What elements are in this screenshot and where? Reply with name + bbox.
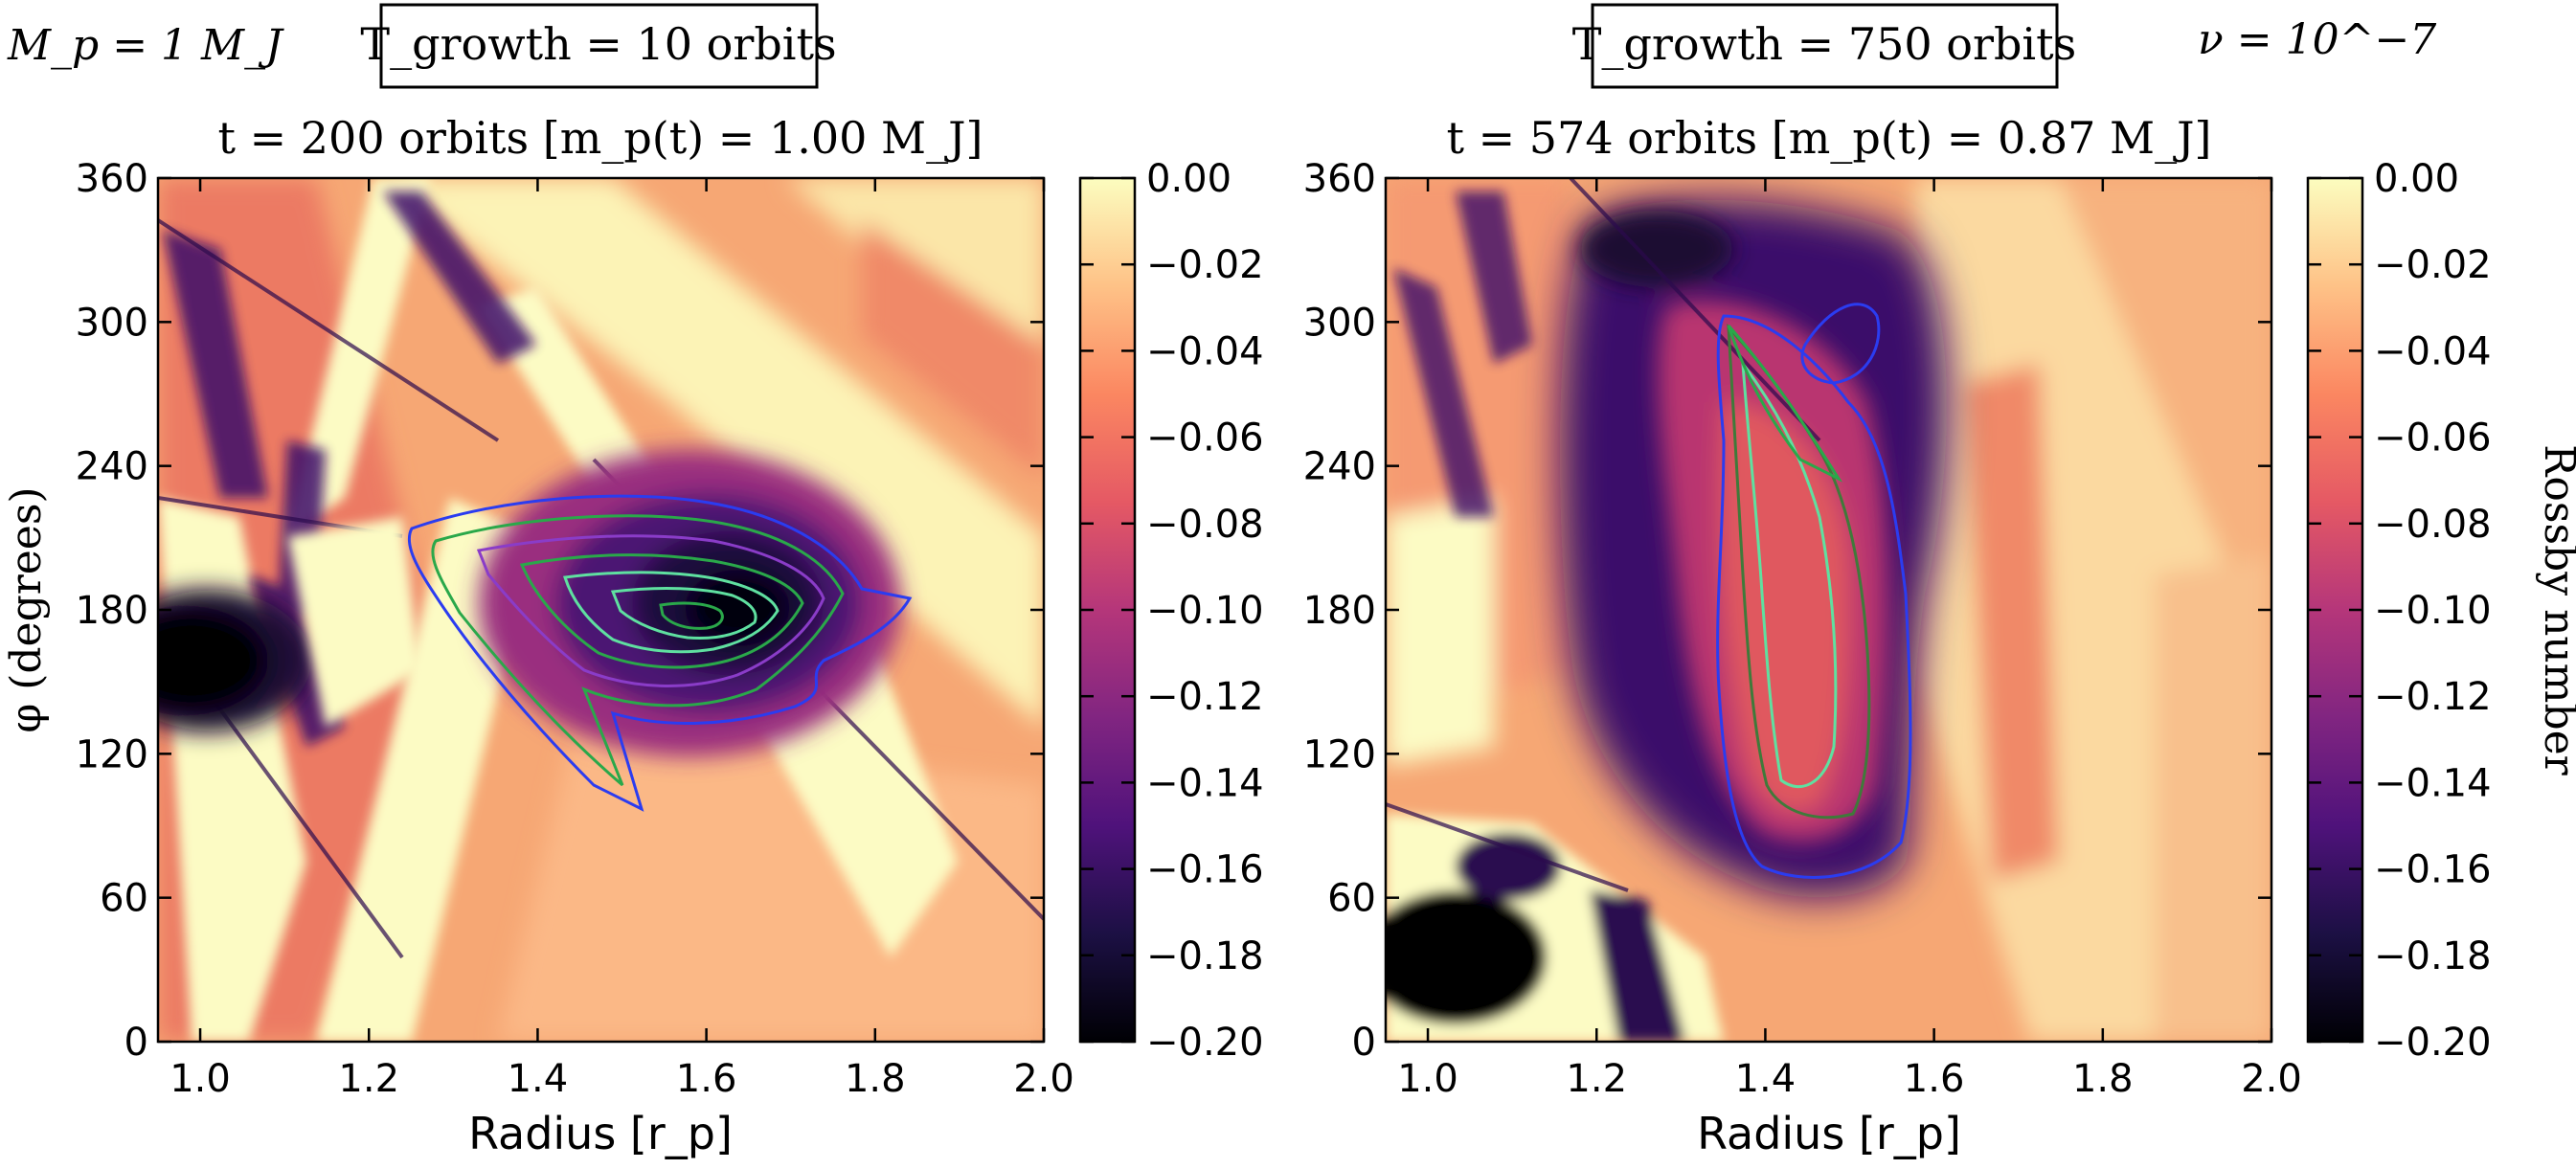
growth-label-left: T_growth = 10 orbits (360, 18, 836, 70)
right-cb-tick-label-5: −0.10 (2374, 589, 2492, 633)
right-cb-tick-label-0: 0.00 (2374, 157, 2459, 201)
left-xtick-label-4: 1.8 (845, 1057, 906, 1101)
right-ytick-label-0: 0 (1352, 1021, 1376, 1065)
panel-right-title: t = 574 orbits [m_p(t) = 0.87 M_J] (1447, 112, 2212, 164)
contour-left-3 (476, 534, 825, 687)
left-cb-tick-label-6: −0.12 (1146, 675, 1264, 719)
contour-left-6 (610, 587, 757, 640)
left-cb-tick-label-7: −0.14 (1146, 761, 1264, 805)
left-cb-tick-label-8: −0.16 (1146, 848, 1264, 892)
header: M_p = 1 M_J T_growth = 10 orbits T_growt… (7, 3, 2436, 89)
left-ytick-label-5: 300 (76, 301, 148, 345)
contours-right (1716, 303, 1912, 879)
right-xtick-label-0: 1.0 (1397, 1057, 1458, 1101)
right-xtick-label-5: 2.0 (2241, 1057, 2302, 1101)
heatmap-left (158, 178, 1044, 1042)
right-cb-tick-label-9: −0.18 (2374, 934, 2492, 978)
contour-right-filament (1727, 325, 1843, 483)
growth-label-right: T_growth = 750 orbits (1572, 18, 2076, 70)
right-cb-tick-label-4: −0.08 (2374, 503, 2492, 547)
right-ytick-label-1: 60 (1327, 877, 1376, 921)
left-xtick-label-1: 1.2 (338, 1057, 399, 1101)
left-ytick-label-1: 60 (100, 877, 148, 921)
growth-box-right (1591, 3, 2059, 89)
left-cb-tick-label-2: −0.04 (1146, 329, 1264, 373)
left-xtick-label-2: 1.4 (508, 1057, 569, 1101)
right-xtick-label-4: 1.8 (2072, 1057, 2134, 1101)
left-ytick-label-2: 120 (76, 732, 148, 776)
ylabel-left: φ (degrees) (2, 486, 51, 732)
contour-right-outer (1716, 314, 1912, 879)
panel-left: t = 200 orbits [m_p(t) = 1.00 M_J] (2, 112, 1264, 1159)
right-cb-tick-label-2: −0.04 (2374, 329, 2492, 373)
right-ytick-label-2: 120 (1303, 732, 1376, 776)
planet-mass-label: M_p = 1 M_J (7, 21, 284, 70)
left-cb-tick-label-1: −0.02 (1146, 243, 1264, 287)
left-xtick-label-3: 1.6 (676, 1057, 737, 1101)
left-cb-tick-label-4: −0.08 (1146, 503, 1264, 547)
left-xtick-label-0: 1.0 (169, 1057, 231, 1101)
panel-right: t = 574 orbits [m_p(t) = 0.87 M_J] (1303, 112, 2576, 1159)
right-cb-tick-label-10: −0.20 (2374, 1021, 2492, 1065)
growth-box-left (379, 3, 819, 89)
right-ytick-label-6: 360 (1303, 157, 1376, 201)
left-cb-tick-label-5: −0.10 (1146, 589, 1264, 633)
axes-right: 1.0 1.2 1.4 1.6 1.8 2.0 0 60 120 180 240 300 360 (1303, 157, 2302, 1101)
colorbar-ticks-left: 0.00 −0.02 −0.04 −0.06 −0.08 −0.10 −0.12 −0.14 −… (1080, 157, 1264, 1065)
left-cb-tick-label-10: −0.20 (1146, 1021, 1264, 1065)
contour-left-1 (407, 494, 913, 812)
right-ytick-label-5: 300 (1303, 301, 1376, 345)
contour-left-2 (431, 514, 845, 787)
xlabel-left: Radius [r_p] (468, 1108, 733, 1159)
left-cb-tick-label-0: 0.00 (1146, 157, 1232, 201)
contour-right-small (1800, 303, 1881, 385)
left-ytick-label-6: 360 (76, 157, 148, 201)
right-cb-tick-label-8: −0.16 (2374, 848, 2492, 892)
right-ytick-label-3: 180 (1303, 589, 1376, 633)
right-cb-tick-label-1: −0.02 (2374, 243, 2492, 287)
right-cb-tick-label-3: −0.06 (2374, 416, 2492, 461)
left-cb-tick-label-3: −0.06 (1146, 416, 1264, 461)
axes-left: 1.0 1.2 1.4 1.6 1.8 2.0 0 60 120 180 240 300 360 (76, 157, 1074, 1101)
right-cb-tick-label-7: −0.14 (2374, 761, 2492, 805)
right-xtick-label-2: 1.4 (1735, 1057, 1796, 1101)
viscosity-label: ν = 10^−7 (2198, 15, 2436, 64)
contour-right-mint (1741, 359, 1838, 789)
colorbar-ticks-right: 0.00 −0.02 −0.04 −0.06 −0.08 −0.10 −0.12 −0.14 −… (2308, 157, 2492, 1065)
left-ytick-label-0: 0 (124, 1021, 148, 1065)
contours-left (407, 494, 913, 812)
right-cb-tick-label-6: −0.12 (2374, 675, 2492, 719)
colorbar-label: Rossby number (2535, 444, 2576, 776)
heatmap-right (1386, 178, 2271, 1042)
right-ytick-label-4: 240 (1303, 445, 1376, 489)
contour-left-5 (563, 571, 780, 654)
panel-left-title: t = 200 orbits [m_p(t) = 1.00 M_J] (218, 112, 983, 164)
contour-left-7 (659, 601, 724, 630)
left-xtick-label-5: 2.0 (1013, 1057, 1074, 1101)
left-cb-tick-label-9: −0.18 (1146, 934, 1264, 978)
left-ytick-label-3: 180 (76, 589, 148, 633)
left-ytick-label-4: 240 (76, 445, 148, 489)
contour-left-4 (519, 553, 804, 669)
right-xtick-label-3: 1.6 (1904, 1057, 1965, 1101)
right-xtick-label-1: 1.2 (1566, 1057, 1627, 1101)
xlabel-right: Radius [r_p] (1697, 1108, 1961, 1159)
